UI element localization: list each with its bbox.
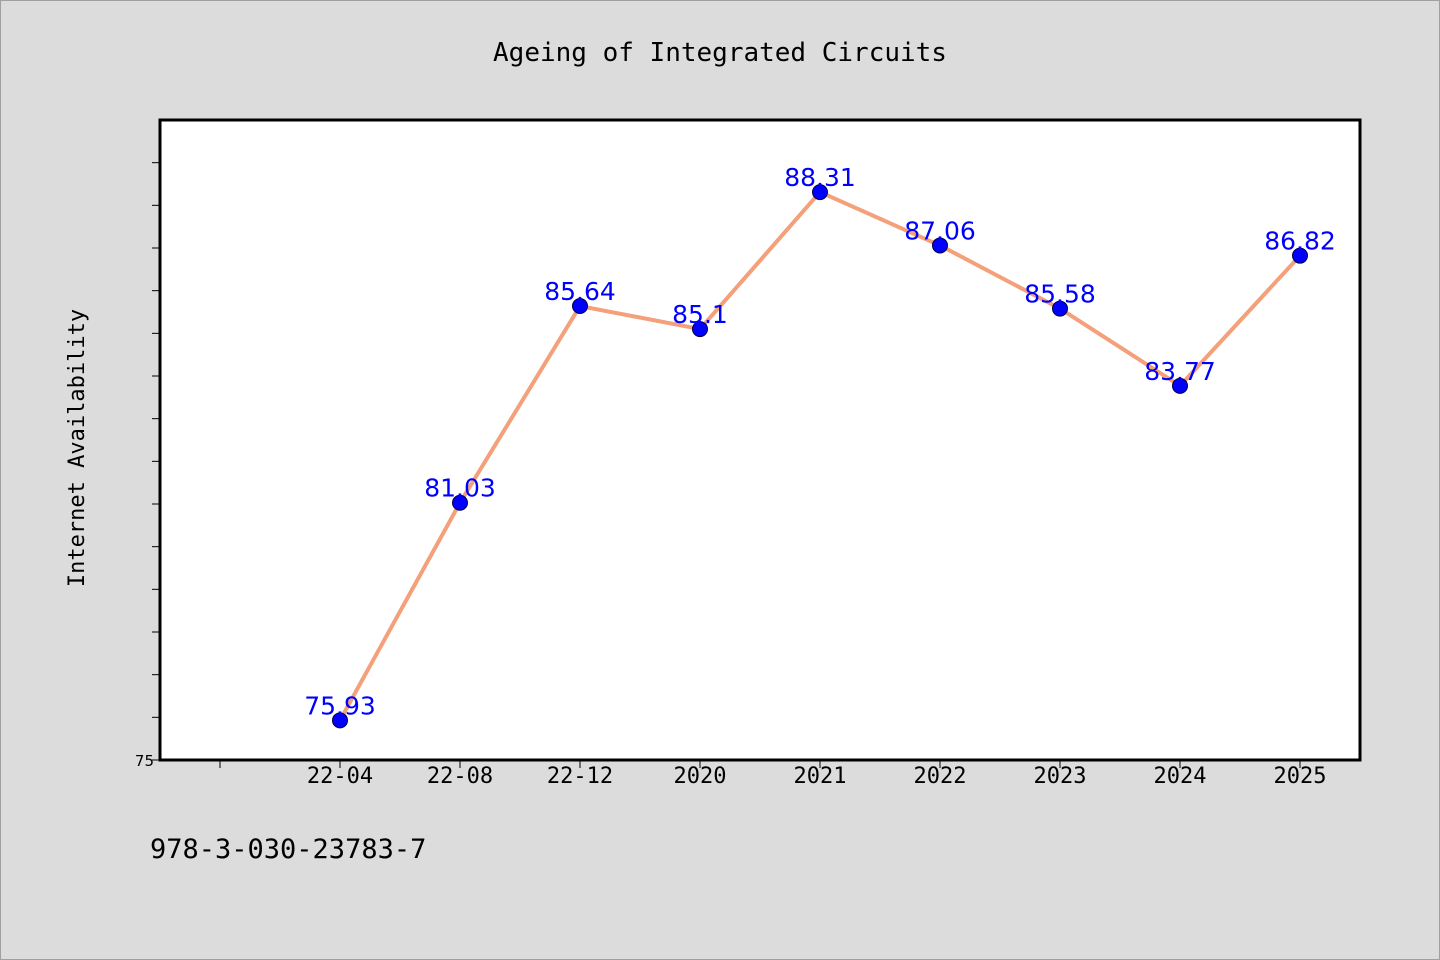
x-tick-label: 2022 — [914, 764, 967, 789]
data-labels: 75.93 81.03 85.64 85.1 88.31 87.06 85.58 83.77 8… — [304, 163, 1336, 720]
data-point — [812, 184, 828, 201]
data-label: 75.93 — [304, 691, 376, 720]
x-tick-label: 22-08 — [427, 764, 493, 789]
data-point — [692, 321, 708, 338]
data-label: 87.06 — [904, 216, 976, 245]
x-tick-label: 2024 — [1154, 764, 1207, 789]
x-tick-label: 2025 — [1274, 764, 1327, 789]
data-label: 85.64 — [544, 277, 616, 306]
chart-title: Ageing of Integrated Circuits — [493, 38, 947, 68]
data-label: 85.1 — [672, 300, 728, 329]
data-label: 88.31 — [784, 163, 856, 192]
data-label: 86.82 — [1264, 227, 1336, 256]
x-tick-label: 22-12 — [547, 764, 613, 789]
data-label: 81.03 — [424, 474, 496, 503]
data-label: 85.58 — [1024, 280, 1096, 309]
data-point — [1052, 300, 1068, 317]
data-label: 83.77 — [1144, 357, 1216, 386]
y-tick-label: 75 — [135, 752, 154, 770]
isbn-text: 978-3-030-23783-7 — [150, 834, 427, 865]
x-tick-label: 22-04 — [307, 764, 373, 789]
y-axis-label: Internet Availability — [65, 309, 90, 587]
x-tick-label: 2023 — [1034, 764, 1087, 789]
plot-area — [160, 120, 1360, 760]
data-point — [452, 494, 468, 511]
data-point — [932, 237, 948, 254]
data-point — [572, 298, 588, 315]
x-tick-label: 2020 — [674, 764, 727, 789]
series-markers — [332, 184, 1308, 729]
y-axis-ticks: 75 — [135, 162, 160, 770]
x-axis-ticks: 22-04 22-08 22-12 2020 2021 2022 2023 2024 2025 — [219, 760, 1327, 789]
x-tick-label: 2021 — [794, 764, 847, 789]
data-point — [1172, 377, 1188, 394]
data-point — [1292, 247, 1308, 264]
data-point — [332, 712, 348, 729]
plot-border — [158, 118, 1362, 762]
